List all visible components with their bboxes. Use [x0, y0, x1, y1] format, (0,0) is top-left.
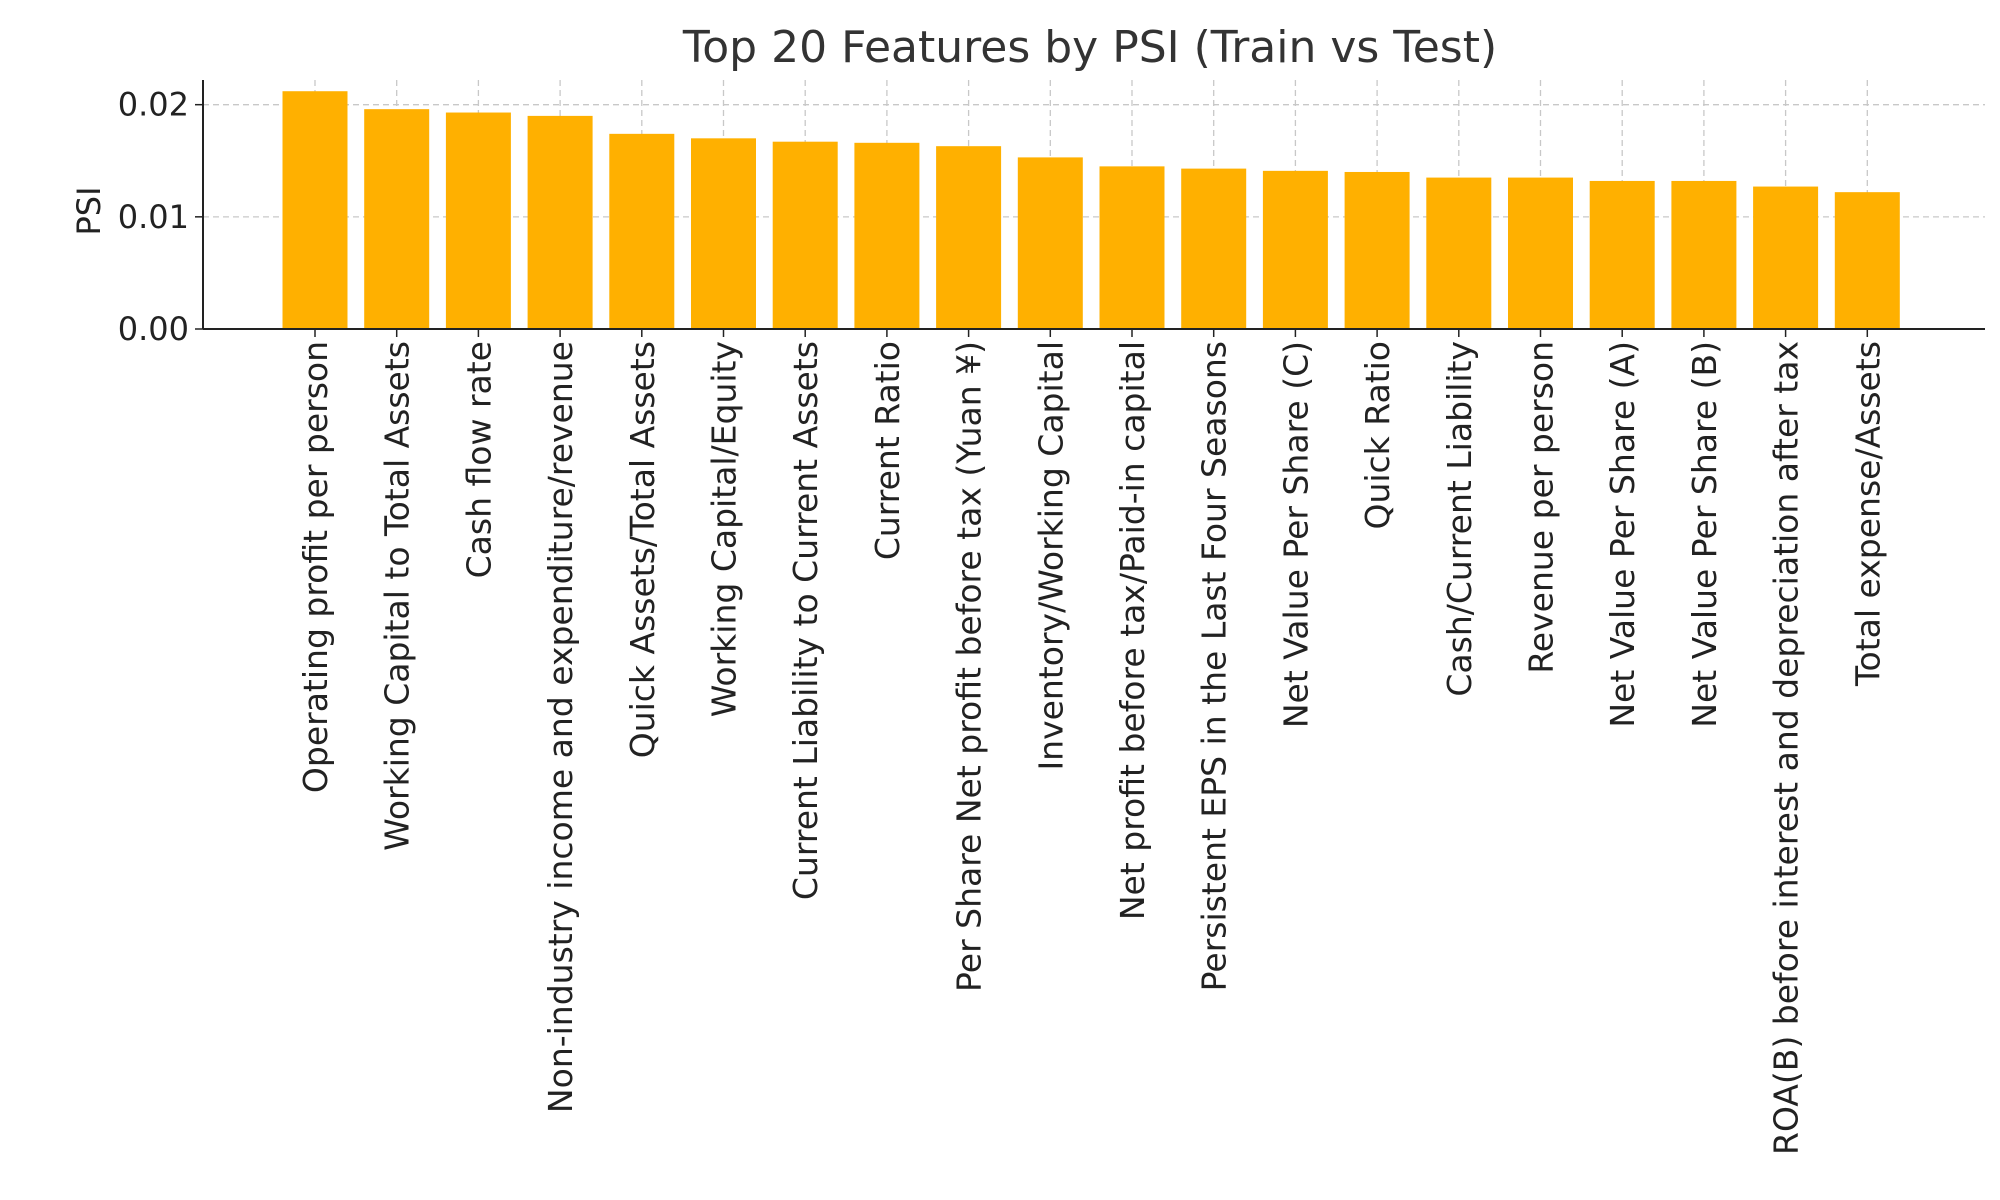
bar	[1099, 166, 1165, 329]
y-tick-label: 0.01	[118, 198, 189, 236]
bars-layer	[282, 91, 1900, 329]
x-tick-label: ROA(B) before interest and depreciation …	[1767, 341, 1806, 1155]
bar	[1262, 170, 1328, 329]
x-tick-label: Quick Assets/Total Assets	[623, 341, 662, 758]
x-tick-label: Quick Ratio	[1358, 341, 1397, 530]
x-tick-label: Cash flow rate	[459, 341, 498, 578]
bar	[1834, 192, 1900, 329]
x-tick-label: Inventory/Working Capital	[1031, 341, 1070, 771]
bar	[527, 115, 593, 329]
bar	[1426, 177, 1492, 329]
bar	[1753, 186, 1819, 329]
x-axis-ticks: Operating profit per person Working Capit…	[296, 329, 1887, 1155]
bar	[445, 112, 511, 329]
bar	[1589, 180, 1655, 329]
x-tick-label: Per Share Net profit before tax (Yuan ¥)	[950, 341, 989, 992]
x-tick-label: Non-industry income and expenditure/reve…	[541, 341, 580, 1113]
bar	[936, 146, 1002, 329]
bar	[1344, 171, 1410, 329]
x-tick-label: Working Capital/Equity	[705, 341, 744, 717]
x-tick-label: Net Value Per Share (B)	[1685, 341, 1724, 728]
bar	[609, 133, 675, 329]
bar	[1017, 157, 1083, 329]
bar	[854, 142, 920, 329]
x-tick-label: Net Value Per Share (A)	[1603, 341, 1642, 728]
bar	[1181, 168, 1247, 329]
x-tick-label: Total expense/Assets	[1848, 341, 1887, 687]
x-tick-label: Working Capital to Total Assets	[378, 341, 417, 851]
x-tick-label: Current Ratio	[868, 341, 907, 560]
bar	[282, 91, 348, 329]
bar	[1508, 177, 1573, 329]
x-tick-label: Net profit before tax/Paid-in capital	[1113, 341, 1152, 920]
x-tick-label: Persistent EPS in the Last Four Seasons	[1195, 341, 1234, 991]
x-tick-label: Current Liability to Current Assets	[786, 341, 825, 900]
x-tick-label: Cash/Current Liability	[1440, 341, 1479, 697]
x-tick-label: Operating profit per person	[296, 341, 335, 793]
axes-layer	[202, 80, 1985, 330]
chart-title: Top 20 Features by PSI (Train vs Test)	[682, 22, 1497, 73]
bar	[691, 138, 756, 329]
x-tick-label: Revenue per person	[1522, 341, 1561, 674]
x-tick-label: Net Value Per Share (C)	[1276, 341, 1315, 728]
y-tick-label: 0.02	[118, 86, 189, 124]
y-tick-label: 0.00	[118, 310, 189, 348]
y-axis-label: PSI	[70, 186, 108, 235]
bar	[364, 109, 430, 329]
y-axis-ticks: 0.00 0.01 0.02	[118, 86, 203, 348]
bar	[772, 141, 838, 329]
bar	[1671, 180, 1737, 329]
